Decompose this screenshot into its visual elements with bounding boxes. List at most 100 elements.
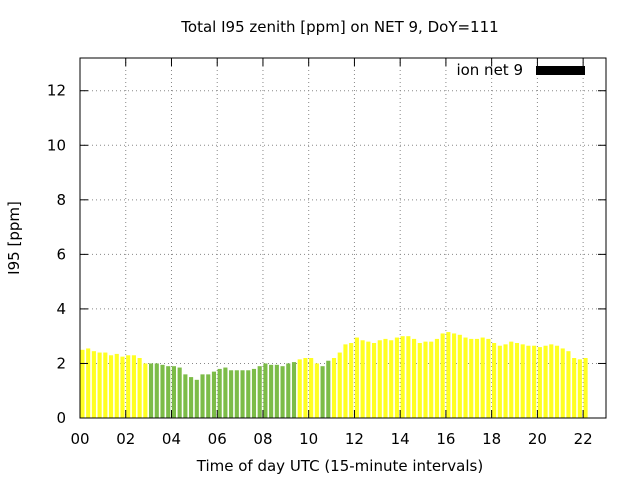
bar — [537, 347, 542, 418]
chart-title: Total I95 zenith [ppm] on NET 9, DoY=111 — [180, 18, 498, 36]
bar — [400, 336, 405, 418]
bar — [331, 358, 337, 418]
bar — [543, 345, 548, 418]
y-tick-label: 12 — [47, 82, 66, 100]
bar — [566, 351, 571, 418]
x-tick-label: 02 — [116, 430, 135, 448]
y-tick-label: 2 — [56, 354, 66, 372]
bar — [137, 358, 142, 418]
bar — [297, 359, 302, 418]
bar — [154, 363, 159, 418]
plot-frame — [79, 57, 607, 419]
bar — [577, 359, 582, 418]
bar — [217, 368, 222, 418]
bar — [457, 334, 462, 418]
bar — [160, 364, 165, 418]
y-tick-label: 8 — [56, 191, 66, 209]
bar — [377, 340, 382, 418]
legend-swatch — [536, 66, 585, 75]
bar — [103, 352, 108, 418]
bar — [503, 344, 508, 418]
bar — [91, 351, 96, 418]
bar — [354, 337, 359, 418]
bar — [509, 341, 514, 418]
bar — [320, 366, 325, 418]
bar — [549, 344, 554, 418]
bar — [149, 363, 154, 418]
bar — [394, 337, 399, 418]
bar — [480, 337, 485, 418]
bar — [80, 349, 85, 418]
bar — [417, 343, 422, 418]
bar — [532, 345, 537, 418]
bar — [200, 374, 205, 418]
bar — [463, 337, 468, 418]
bar — [429, 341, 434, 418]
x-tick-label: 04 — [162, 430, 181, 448]
y-tick-label: 0 — [56, 409, 66, 427]
bar — [211, 371, 217, 418]
bar — [440, 333, 445, 418]
x-tick-label: 12 — [345, 430, 364, 448]
bar — [526, 345, 531, 418]
bar — [406, 336, 411, 418]
bars — [80, 332, 588, 418]
bar — [337, 352, 342, 418]
bar — [434, 338, 439, 418]
bar — [469, 338, 474, 418]
bar — [86, 348, 91, 418]
legend-label: ion net 9 — [456, 61, 523, 79]
bar — [452, 333, 457, 418]
bar — [486, 338, 491, 418]
bar — [183, 374, 188, 418]
bar — [171, 366, 176, 418]
bar — [234, 370, 239, 418]
bar — [251, 368, 257, 418]
legend: ion net 9 — [456, 61, 585, 79]
bar — [131, 355, 136, 418]
x-tick-label: 20 — [528, 430, 547, 448]
x-tick-label: 18 — [482, 430, 501, 448]
bar — [257, 366, 262, 418]
bar — [263, 363, 268, 418]
bar — [223, 367, 228, 418]
grid-lines — [80, 58, 606, 418]
bar — [572, 358, 577, 418]
bar — [303, 358, 308, 418]
bar — [114, 353, 119, 418]
x-tick-label: 08 — [253, 430, 272, 448]
bar — [177, 367, 182, 418]
bar — [206, 374, 211, 418]
x-tick-label: 16 — [436, 430, 455, 448]
bar — [240, 370, 245, 418]
x-tick-label: 14 — [391, 430, 410, 448]
bar — [360, 340, 365, 418]
bar — [583, 358, 588, 418]
y-tick-label: 6 — [56, 245, 66, 263]
bar — [554, 345, 560, 418]
y-axis-label: I95 [ppm] — [5, 201, 23, 275]
bar — [389, 340, 394, 418]
y-tick-label: 10 — [47, 136, 66, 154]
x-tick-label: 06 — [208, 430, 227, 448]
bar — [291, 362, 297, 418]
bar — [143, 363, 148, 418]
bar — [383, 338, 388, 418]
bar — [108, 355, 114, 418]
bar — [326, 360, 331, 418]
x-tick-label: 10 — [299, 430, 318, 448]
y-tick-label: 4 — [56, 300, 66, 318]
bar — [269, 364, 274, 418]
bar — [371, 343, 377, 418]
bar — [366, 341, 371, 418]
bar — [520, 344, 525, 418]
bar — [343, 344, 348, 418]
bar — [423, 341, 428, 418]
bar — [246, 370, 251, 418]
x-axis-label: Time of day UTC (15-minute intervals) — [196, 457, 483, 475]
bar — [492, 343, 497, 418]
bar — [189, 377, 194, 418]
x-tick-label: 00 — [70, 430, 89, 448]
